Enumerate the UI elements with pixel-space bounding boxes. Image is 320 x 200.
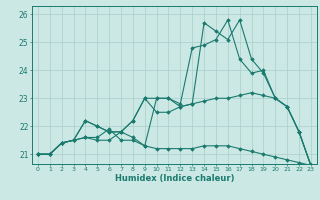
X-axis label: Humidex (Indice chaleur): Humidex (Indice chaleur) <box>115 174 234 183</box>
